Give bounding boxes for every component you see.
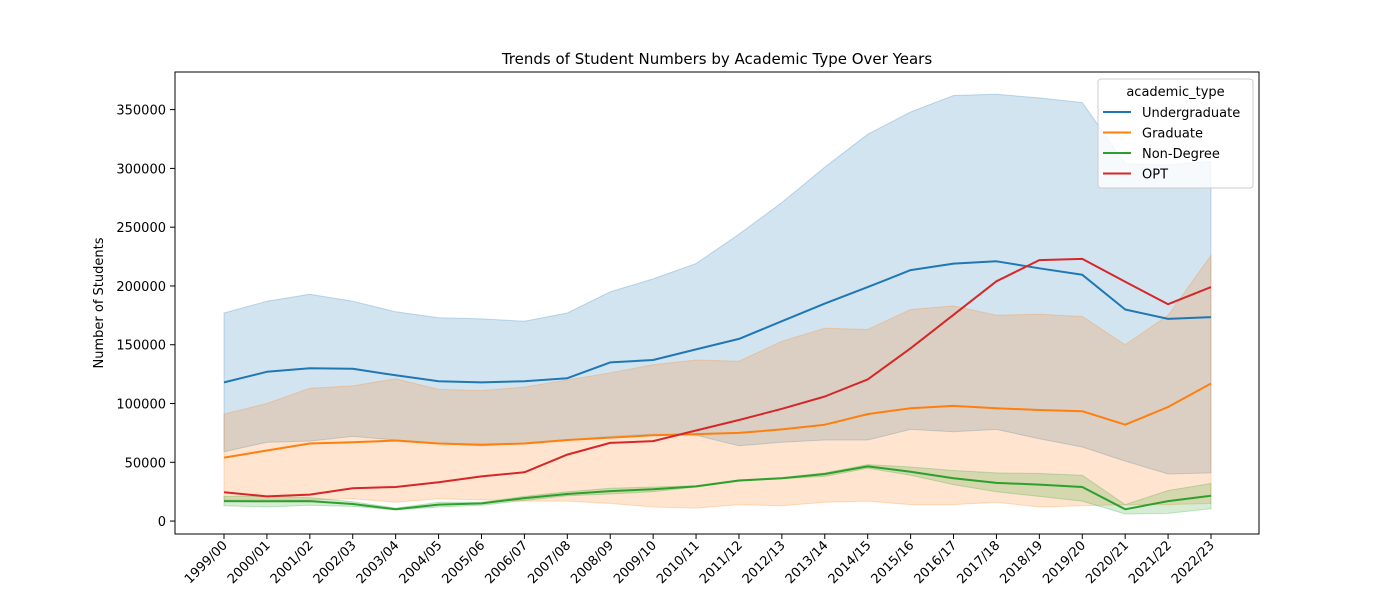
x-tick-label-12: 2011/12 <box>697 538 746 587</box>
x-axis: 1999/002000/012001/022002/032003/042004/… <box>182 534 1218 587</box>
y-tick-label-0: 0 <box>158 515 166 530</box>
y-tick-label-3: 150000 <box>116 339 166 354</box>
x-tick-label-7: 2006/07 <box>482 538 531 587</box>
y-tick-label-7: 350000 <box>116 104 166 119</box>
legend: academic_type Undergraduate Graduate Non-D… <box>1097 78 1254 189</box>
band-2 <box>223 464 1212 515</box>
series-line-0 <box>223 260 1212 384</box>
series-line-3 <box>223 257 1212 498</box>
x-tick-label-2: 2001/02 <box>268 538 317 587</box>
x-tick-label-9: 2008/09 <box>568 538 617 587</box>
x-tick-label-16: 2015/16 <box>869 538 918 587</box>
x-tick-label-5: 2004/05 <box>397 538 446 587</box>
x-tick-label-4: 2003/04 <box>354 538 403 587</box>
y-tick-label-4: 200000 <box>116 280 166 295</box>
x-tick-label-15: 2014/15 <box>826 538 875 587</box>
x-tick-label-20: 2019/20 <box>1040 538 1089 587</box>
x-tick-label-10: 2009/10 <box>611 538 660 587</box>
x-tick-label-13: 2012/13 <box>740 538 789 587</box>
legend-title: academic_type <box>1126 85 1224 100</box>
x-tick-label-14: 2013/14 <box>783 538 832 587</box>
y-axis: 0 50000 100000 150000 200000 250000 300000 3500… <box>116 104 175 530</box>
y-tick-label-1: 50000 <box>125 456 166 471</box>
y-tick-label-6: 300000 <box>116 162 166 177</box>
series-lines <box>223 257 1212 511</box>
legend-label-1: Graduate <box>1142 127 1203 142</box>
plot-frame <box>174 71 1260 535</box>
x-tick-label-17: 2016/17 <box>912 538 961 587</box>
y-tick-label-5: 250000 <box>116 221 166 236</box>
series-line-1 <box>223 382 1212 459</box>
legend-label-0: Undergraduate <box>1142 106 1240 121</box>
x-tick-label-1: 2000/01 <box>225 538 274 587</box>
y-axis-title: Number of Students <box>92 237 107 368</box>
legend-label-3: OPT <box>1142 168 1168 183</box>
x-tick-label-18: 2017/18 <box>954 538 1003 587</box>
confidence-bands <box>223 93 1212 515</box>
x-tick-label-8: 2007/08 <box>525 538 574 587</box>
x-tick-label-6: 2005/06 <box>440 538 489 587</box>
series-line-2 <box>223 465 1212 511</box>
x-tick-label-21: 2020/21 <box>1083 538 1132 587</box>
x-tick-label-11: 2010/11 <box>654 538 703 587</box>
y-tick-label-2: 100000 <box>116 398 166 413</box>
x-tick-label-3: 2002/03 <box>311 538 360 587</box>
legend-label-2: Non-Degree <box>1142 147 1220 162</box>
x-tick-label-23: 2022/23 <box>1169 538 1218 587</box>
x-tick-label-22: 2021/22 <box>1126 538 1175 587</box>
x-tick-label-19: 2018/19 <box>997 538 1046 587</box>
x-tick-label-0: 1999/00 <box>182 538 231 587</box>
legend-box <box>1097 78 1254 189</box>
chart-title: Trends of Student Numbers by Academic Ty… <box>501 50 932 68</box>
